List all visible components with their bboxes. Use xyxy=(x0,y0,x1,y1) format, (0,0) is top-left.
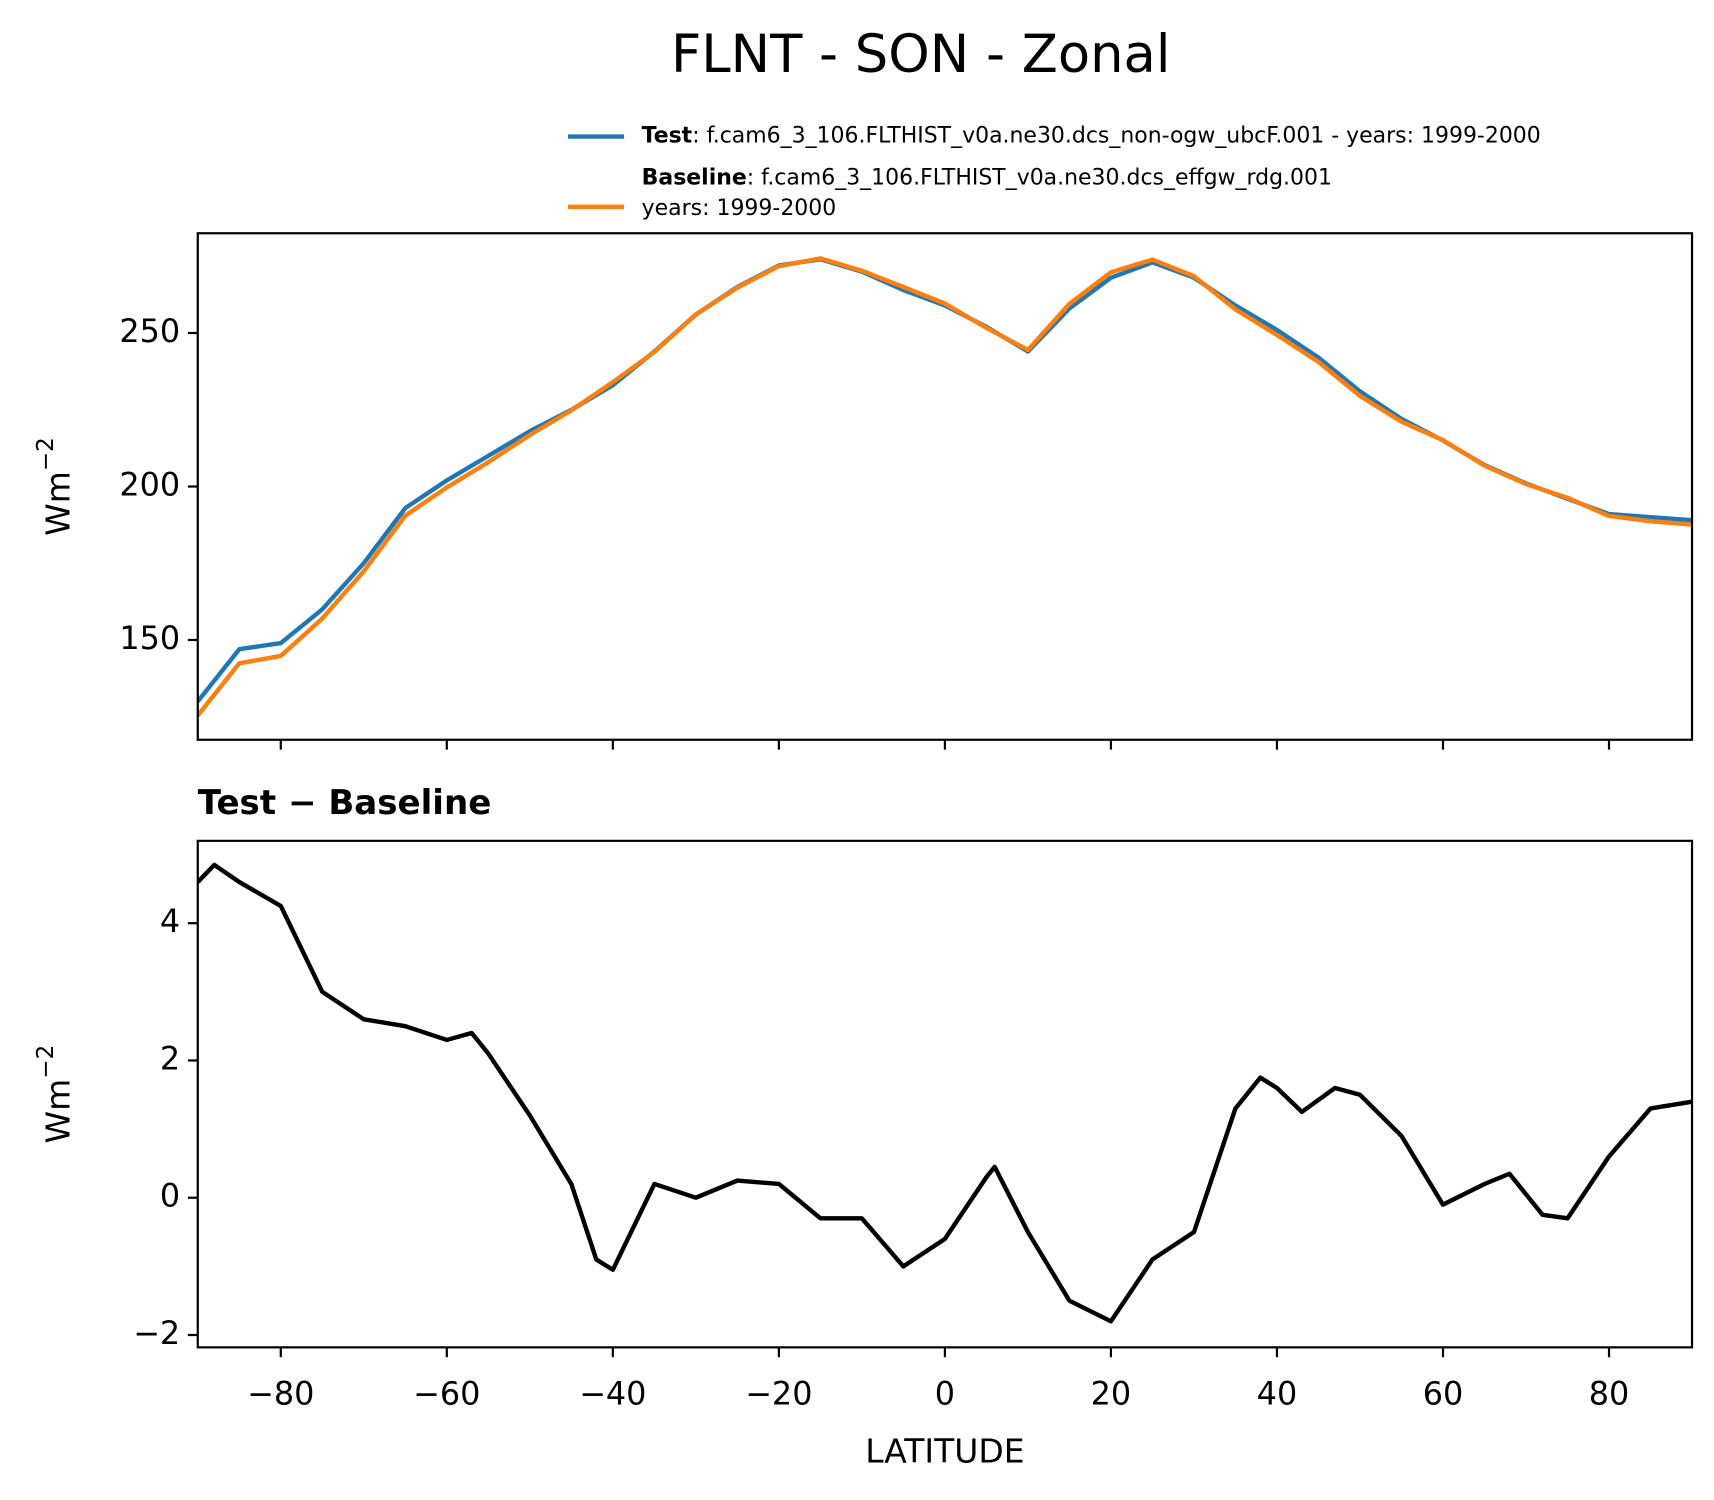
x-tick-label: −80 xyxy=(247,1375,314,1413)
data-line xyxy=(197,862,1693,1324)
y-tick-label: −2 xyxy=(133,1314,180,1352)
y-tick-label: 200 xyxy=(119,466,180,504)
y-axis-label: Wm−2 xyxy=(33,1045,77,1144)
x-axis-label: LATITUDE xyxy=(865,1431,1024,1470)
y-tick-label: 4 xyxy=(160,902,180,940)
data-line xyxy=(197,256,1693,717)
legend-label: Baseline: f.cam6_3_106.FLTHIST_v0a.ne30.… xyxy=(642,165,1332,190)
x-tick-label: −60 xyxy=(413,1375,480,1413)
data-line xyxy=(197,257,1693,703)
y-tick-label: 150 xyxy=(119,619,180,657)
axes-frame xyxy=(196,232,1694,741)
y-tick-label: 2 xyxy=(160,1039,180,1077)
legend-description: : f.cam6_3_106.FLTHIST_v0a.ne30.dcs_non-… xyxy=(692,124,1541,149)
legend-description: : f.cam6_3_106.FLTHIST_v0a.ne30.dcs_effg… xyxy=(747,165,1332,190)
plot-area xyxy=(197,862,1693,1324)
x-tick-label: 40 xyxy=(1257,1375,1298,1413)
x-tick-label: −40 xyxy=(579,1375,646,1413)
figure-title: FLNT - SON - Zonal xyxy=(671,24,1171,85)
x-tick-label: 20 xyxy=(1091,1375,1132,1413)
y-label-base: Wm xyxy=(38,1079,77,1144)
y-tick-label: 250 xyxy=(119,312,180,350)
y-axis-label: Wm−2 xyxy=(33,437,77,536)
y-label-sup: −2 xyxy=(33,437,59,471)
legend-name: Baseline xyxy=(642,165,747,190)
x-tick-label: −20 xyxy=(745,1375,812,1413)
legend-label: years: 1999-2000 xyxy=(642,196,837,221)
x-tick-label: 0 xyxy=(935,1375,955,1413)
legend-description: years: 1999-2000 xyxy=(642,196,837,221)
x-tick-label: 80 xyxy=(1589,1375,1630,1413)
x-tick-label: 60 xyxy=(1423,1375,1464,1413)
plot-area xyxy=(197,256,1693,717)
axes-frame xyxy=(196,839,1694,1349)
legend-name: Test xyxy=(642,124,693,149)
y-tick-label: 0 xyxy=(160,1177,180,1215)
legend-label: Test: f.cam6_3_106.FLTHIST_v0a.ne30.dcs_… xyxy=(642,124,1541,149)
y-label-sup: −2 xyxy=(33,1045,59,1079)
subplot-title: Test − Baseline xyxy=(198,783,492,823)
y-label-base: Wm xyxy=(38,471,77,536)
